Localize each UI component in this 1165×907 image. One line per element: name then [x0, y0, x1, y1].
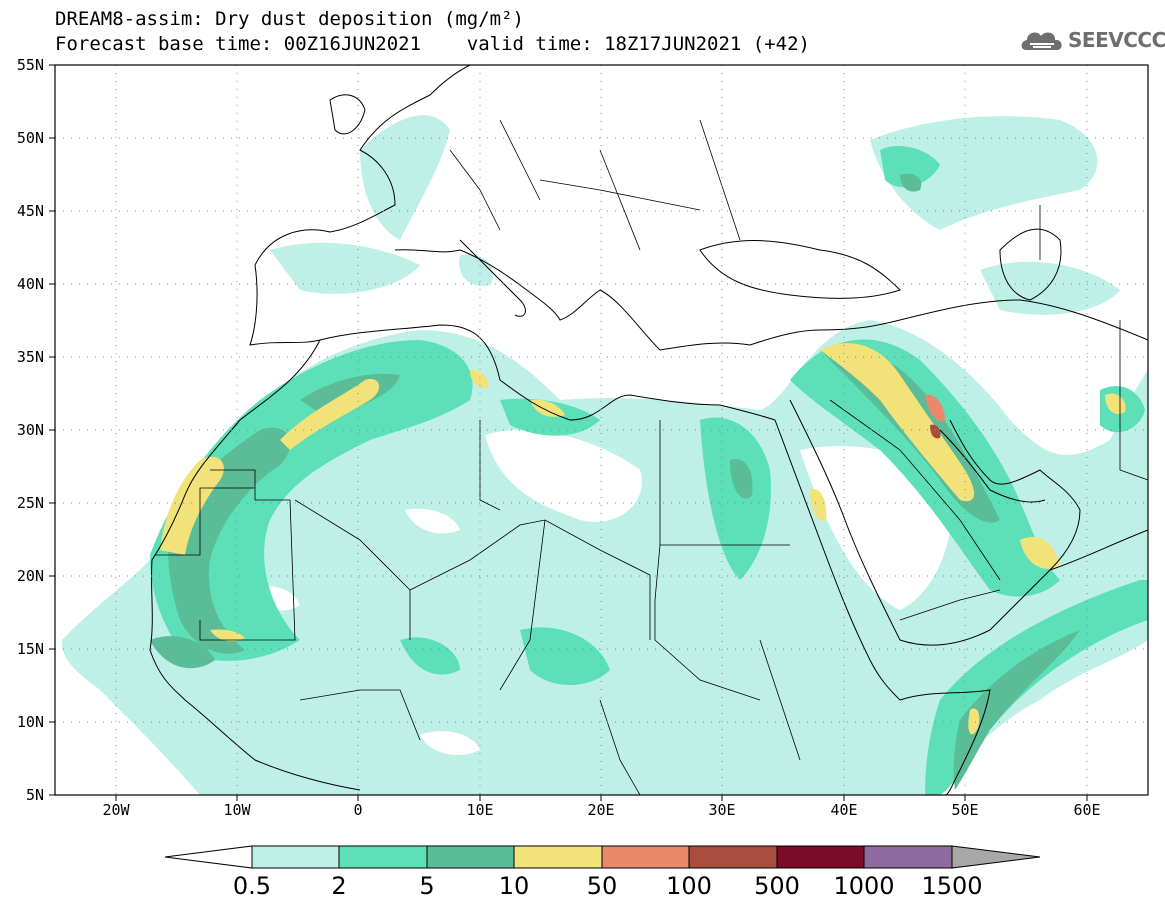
lon-label-10e: 10E [466, 801, 494, 819]
map-title: DREAM8-assim: Dry dust deposition (mg/m²… [55, 8, 524, 30]
lat-label-30n: 30N [16, 421, 44, 439]
field-2-5 [150, 145, 1148, 795]
borders [155, 119, 1148, 795]
field-50-500 [925, 394, 945, 439]
colorbar-label-1000: 1000 [833, 872, 895, 900]
lon-label-30e: 30E [708, 801, 736, 819]
colorbar-right-arrow [951, 845, 1041, 869]
forecast-time-subtitle: Forecast base time: 00Z16JUN2021 valid t… [55, 33, 810, 55]
lat-label-50n: 50N [16, 129, 44, 147]
lon-label-10w: 10W [223, 801, 251, 819]
coastlines [149, 65, 1148, 795]
lat-label-15n: 15N [16, 640, 44, 658]
colorbar-swatch-5 [426, 845, 515, 869]
colorbar-label-10: 10 [498, 872, 530, 900]
lon-label-50e: 50E [951, 801, 979, 819]
axis-ticks [49, 64, 1088, 801]
colorbar-label-100: 100 [666, 872, 712, 900]
colorbar-label-500: 500 [754, 872, 800, 900]
lon-label-40e: 40E [830, 801, 858, 819]
colorbar-swatch-0.5 [251, 845, 340, 869]
lon-label-20e: 20E [587, 801, 615, 819]
lat-label-20n: 20N [16, 567, 44, 585]
grid-lines [55, 65, 1148, 795]
lat-label-35n: 35N [16, 348, 44, 366]
colorbar-label-0.5: 0.5 [232, 872, 272, 900]
lon-label-0: 0 [353, 801, 363, 819]
logo-text: SEEVCCC [1068, 28, 1165, 52]
lat-label-45n: 45N [16, 202, 44, 220]
field-10-50 [160, 343, 1126, 735]
colorbar-label-50: 50 [586, 872, 618, 900]
seevccc-logo: SEEVCCC [1018, 26, 1165, 56]
lat-label-10n: 10N [16, 713, 44, 731]
deposition-fields [61, 115, 1148, 795]
lon-label-60e: 60E [1073, 801, 1101, 819]
colorbar-label-5: 5 [419, 872, 435, 900]
colorbar-label-1500: 1500 [921, 872, 983, 900]
colorbar-swatch-500 [776, 845, 865, 869]
colorbar-swatch-10 [513, 845, 603, 869]
colorbar-swatch-1000 [863, 845, 953, 869]
lat-label-40n: 40N [16, 275, 44, 293]
cloud-logo-icon [1021, 32, 1062, 50]
colorbar-swatch-50 [601, 845, 690, 869]
lat-label-5n: 5N [25, 786, 44, 804]
colorbar [164, 845, 1041, 869]
colorbar-left-arrow [164, 845, 253, 869]
lat-label-55n: 55N [16, 56, 44, 74]
lon-label-20w: 20W [102, 801, 130, 819]
colorbar-label-2: 2 [331, 872, 347, 900]
lat-label-25n: 25N [16, 494, 44, 512]
colorbar-swatch-100 [688, 845, 778, 869]
colorbar-swatch-2 [338, 845, 428, 869]
